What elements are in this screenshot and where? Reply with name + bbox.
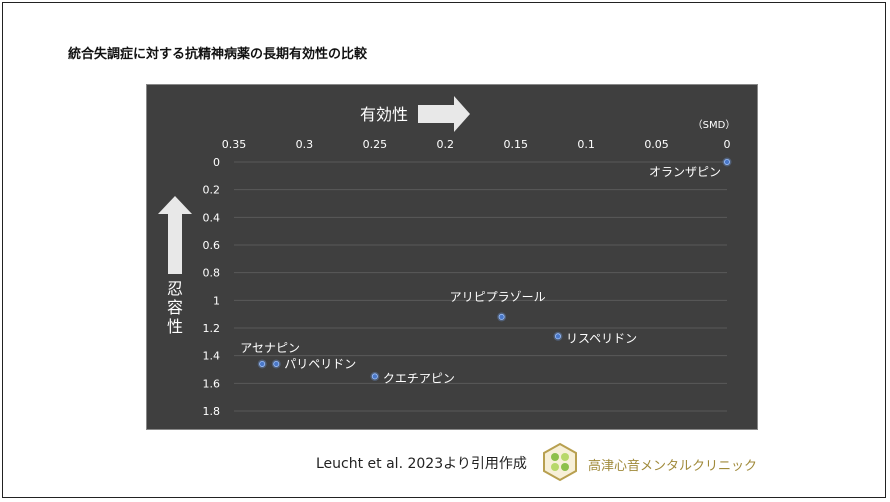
x-tick-label: 0.05 (644, 138, 669, 151)
scatter-chart: 0.35 0.3 0.25 0.2 0.15 0.1 0.05 0 0 0.2 0.4 0.6 0.8… (158, 96, 736, 418)
x-tick-label: 0.15 (503, 138, 528, 151)
y-tick-label: 1.8 (203, 405, 221, 418)
slide-title: 統合失調症に対する抗精神病薬の長期有効性の比較 (68, 47, 368, 62)
x-tick-label: 0.25 (363, 138, 388, 151)
y-axis-arrow-icon (158, 196, 192, 274)
y-tick-label: 0 (213, 156, 220, 169)
chart-panel (146, 84, 758, 430)
y-tick-label: 0.6 (203, 239, 221, 252)
x-axis-arrow-icon (418, 96, 470, 132)
y-axis-label: 忍容性 (167, 279, 183, 336)
clinic-name: 高津心音メンタルクリニック (588, 459, 758, 474)
y-tick-labels: 0 0.2 0.4 0.6 0.8 1 1.2 1.4 1.6 1.8 (203, 156, 221, 418)
y-tick-label: 1.4 (203, 350, 221, 363)
y-tick-label: 1 (213, 294, 220, 307)
data-point (554, 333, 561, 340)
data-point (259, 360, 266, 367)
point-label: パリペリドン (284, 357, 356, 371)
y-tick-label: 0.4 (203, 211, 221, 224)
x-tick-label: 0.35 (222, 138, 247, 151)
y-tick-label: 1.2 (203, 322, 221, 335)
x-tick-labels: 0.35 0.3 0.25 0.2 0.15 0.1 0.05 0 (222, 138, 731, 151)
unit-label: （SMD） (693, 119, 736, 131)
data-point (371, 373, 378, 380)
point-label: アリピプラゾール (450, 290, 546, 304)
x-tick-label: 0.3 (296, 138, 314, 151)
y-tick-label: 1.6 (203, 377, 221, 390)
point-label: アセナピン (240, 341, 300, 355)
data-point (724, 159, 731, 166)
data-point (273, 360, 280, 367)
data-point (498, 313, 505, 320)
x-tick-label: 0.2 (437, 138, 455, 151)
clinic-logo-icon (543, 442, 577, 482)
x-axis-label: 有効性 (360, 105, 408, 124)
x-tick-label: 0.1 (577, 138, 595, 151)
citation-text: Leucht et al. 2023より引用作成 (316, 456, 527, 472)
point-label: オランザピン (649, 165, 721, 179)
y-tick-label: 0.8 (203, 267, 221, 280)
point-label: リスペリドン (566, 331, 637, 345)
y-tick-label: 0.2 (203, 184, 221, 197)
x-tick-label: 0 (724, 138, 731, 151)
point-label: クエチアピン (383, 371, 455, 385)
grid-lines (234, 161, 727, 412)
